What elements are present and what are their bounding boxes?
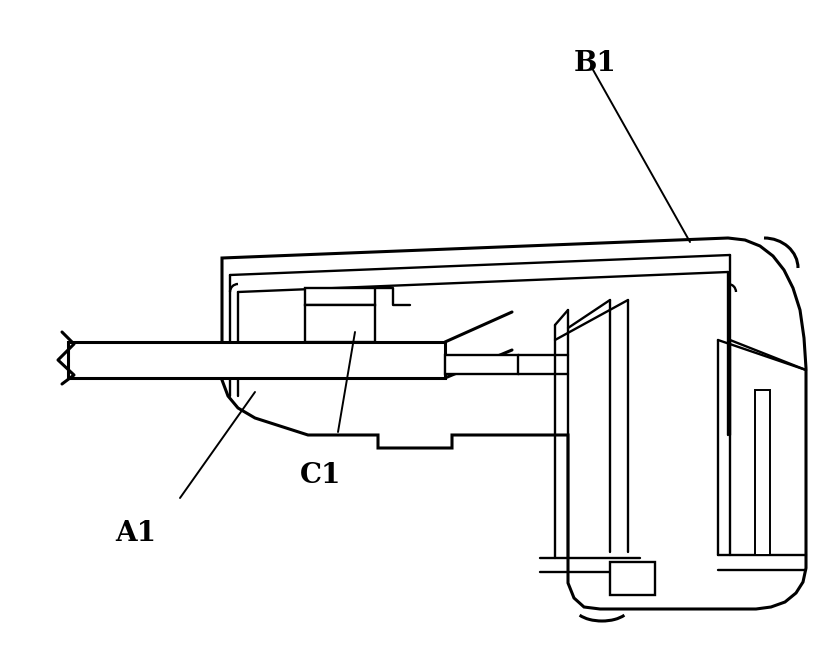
Text: C1: C1 xyxy=(299,462,341,489)
Polygon shape xyxy=(222,238,805,609)
Polygon shape xyxy=(609,562,655,595)
Polygon shape xyxy=(445,355,517,374)
Polygon shape xyxy=(304,305,375,342)
Polygon shape xyxy=(304,288,375,305)
Text: B1: B1 xyxy=(573,50,616,77)
Polygon shape xyxy=(754,390,769,555)
Text: A1: A1 xyxy=(115,520,155,547)
Polygon shape xyxy=(68,342,445,378)
